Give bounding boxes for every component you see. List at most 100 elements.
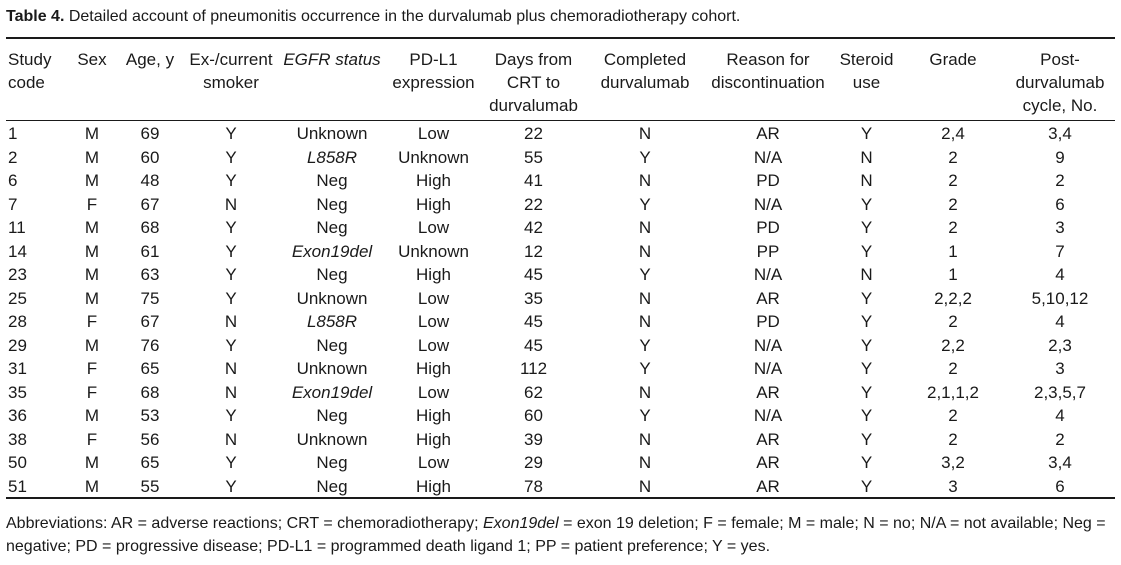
- cell-pdl1: High: [416, 476, 451, 496]
- cell-study-code: 23: [8, 265, 27, 284]
- cell-steroid: Y: [860, 335, 873, 355]
- cell-grade: 2,2,2: [934, 288, 972, 308]
- cell-egfr: L858R: [306, 312, 358, 331]
- cell-smoker: Y: [225, 147, 237, 167]
- cell-smoker: N: [224, 382, 238, 402]
- table-row: 28 F 67 N L858R Low 45 N PD Y 2 4: [6, 310, 1115, 334]
- header-grade: Grade: [929, 50, 977, 69]
- cell-study-code: 29: [8, 335, 27, 355]
- table-row: 6 M 48 Y Neg High 41 N PD N 2 2: [6, 169, 1115, 193]
- header-pdl1-expression: PD-L1 expression: [392, 50, 475, 92]
- cell-pdl1: Low: [417, 453, 450, 472]
- cell-days: 22: [524, 124, 543, 143]
- cell-grade: 2: [948, 359, 958, 378]
- cell-steroid: Y: [860, 453, 873, 472]
- table-row: 14 M 61 Y Exon19del Unknown 12 N PP Y 1 7: [6, 240, 1115, 264]
- cell-completed: Y: [639, 265, 651, 284]
- cell-egfr: Neg: [316, 453, 348, 472]
- cell-cycle: 4: [1055, 406, 1065, 425]
- cell-age: 55: [140, 476, 160, 496]
- cell-sex: F: [86, 359, 98, 378]
- cell-steroid: Y: [860, 406, 873, 425]
- cell-egfr: L858R: [306, 147, 358, 167]
- cell-age: 68: [140, 218, 160, 237]
- cell-reason: AR: [756, 288, 780, 308]
- cell-study-code: 38: [8, 429, 27, 449]
- cell-sex: M: [84, 171, 100, 190]
- cell-egfr: Neg: [316, 218, 348, 237]
- cell-study-code: 28: [8, 312, 27, 331]
- cell-sex: M: [84, 476, 100, 496]
- cell-smoker: Y: [225, 406, 237, 425]
- cell-study-code: 35: [8, 382, 27, 402]
- bottom-rule: [6, 497, 1115, 499]
- cell-egfr: Exon19del: [291, 382, 373, 402]
- cell-days: 112: [519, 359, 548, 378]
- table-caption: Table 4. Detailed account of pneumonitis…: [6, 8, 740, 26]
- cell-completed: N: [638, 476, 652, 496]
- cell-days: 60: [524, 406, 543, 425]
- pneumonitis-table: Study code Sex Age, y Ex-/current smoker…: [6, 40, 1115, 498]
- cell-steroid: Y: [860, 312, 873, 331]
- cell-egfr: Neg: [316, 406, 348, 425]
- cell-cycle: 2,3: [1048, 335, 1072, 355]
- cell-steroid: Y: [860, 382, 873, 402]
- cell-cycle: 5,10,12: [1031, 288, 1089, 308]
- cell-smoker: Y: [225, 476, 237, 496]
- cell-reason: N/A: [753, 359, 783, 378]
- cell-sex: M: [84, 124, 100, 143]
- cell-cycle: 6: [1055, 194, 1065, 214]
- cell-steroid: Y: [860, 218, 873, 237]
- table-row: 1 M 69 Y Unknown Low 22 N AR Y 2,4 3,4: [6, 120, 1115, 146]
- cell-age: 65: [140, 359, 160, 378]
- cell-days: 35: [524, 288, 543, 308]
- cell-reason: N/A: [753, 406, 783, 425]
- cell-grade: 1: [948, 241, 958, 261]
- table-body: 1 M 69 Y Unknown Low 22 N AR Y 2,4 3,4 2 M 60 Y L858R Unk…: [6, 120, 1115, 498]
- cell-completed: N: [638, 218, 652, 237]
- cell-sex: F: [86, 382, 98, 402]
- cell-pdl1: Low: [417, 335, 450, 355]
- cell-grade: 2: [948, 218, 958, 237]
- cell-grade: 3: [948, 476, 958, 496]
- cell-days: 55: [524, 147, 543, 167]
- cell-pdl1: High: [416, 194, 451, 214]
- cell-study-code: 1: [8, 124, 18, 143]
- header-smoker: Ex-/current smoker: [189, 50, 273, 92]
- cell-cycle: 2: [1055, 429, 1065, 449]
- cell-smoker: Y: [225, 124, 237, 143]
- cell-grade: 1: [948, 265, 958, 284]
- cell-grade: 2: [948, 312, 958, 331]
- cell-study-code: 11: [8, 218, 26, 237]
- cell-completed: N: [638, 241, 652, 261]
- cell-smoker: Y: [225, 453, 237, 472]
- cell-smoker: Y: [225, 218, 237, 237]
- cell-cycle: 4: [1055, 265, 1065, 284]
- cell-grade: 2,4: [941, 124, 965, 143]
- cell-study-code: 36: [8, 406, 27, 425]
- cell-cycle: 3,4: [1048, 453, 1072, 472]
- cell-days: 42: [524, 218, 543, 237]
- cell-cycle: 4: [1055, 312, 1065, 331]
- cell-days: 45: [524, 312, 543, 331]
- cell-study-code: 25: [8, 288, 27, 308]
- cell-age: 68: [140, 382, 160, 402]
- cell-reason: N/A: [753, 194, 783, 214]
- table-row: 35 F 68 N Exon19del Low 62 N AR Y 2,1,1,2 2,3,5,7: [6, 381, 1115, 405]
- footnote-term: Exon19del: [483, 515, 559, 532]
- cell-pdl1: Unknown: [398, 147, 469, 167]
- footnote-part1: Abbreviations: AR = adverse reactions; C…: [6, 515, 483, 532]
- cell-egfr: Exon19del: [291, 241, 373, 261]
- cell-reason: AR: [756, 382, 780, 402]
- cell-study-code: 6: [8, 171, 18, 190]
- cell-pdl1: Low: [417, 312, 450, 331]
- table-row: 25 M 75 Y Unknown Low 35 N AR Y 2,2,2 5,10,12: [6, 287, 1115, 311]
- cell-days: 29: [524, 453, 543, 472]
- cell-reason: N/A: [753, 265, 783, 284]
- cell-study-code: 14: [8, 241, 27, 261]
- cell-pdl1: Low: [417, 218, 450, 237]
- cell-completed: N: [638, 429, 652, 449]
- cell-days: 45: [524, 265, 543, 284]
- cell-reason: AR: [756, 124, 780, 143]
